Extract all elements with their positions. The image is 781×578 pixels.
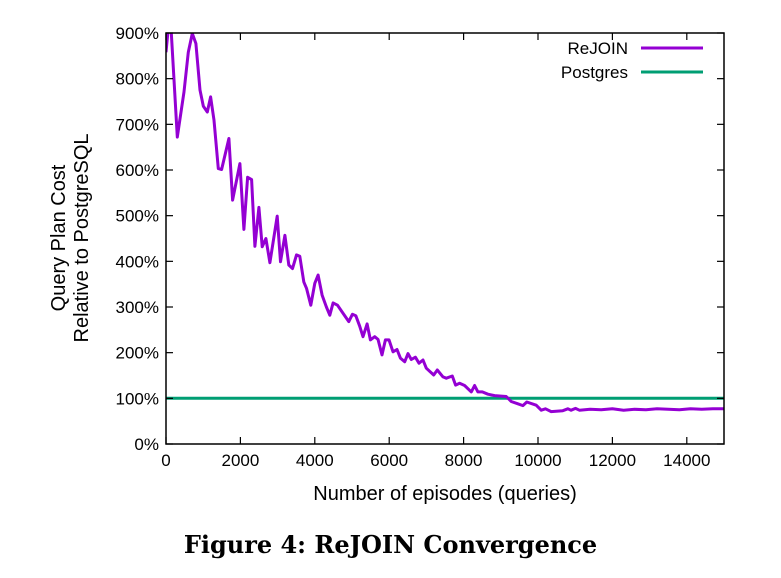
y-axis-label-line1: Query Plan Cost	[48, 164, 70, 311]
legend: ReJOIN Postgres	[561, 39, 703, 82]
x-tick-label: 0	[161, 451, 170, 470]
y-axis-label-line2: Relative to PostgreSQL	[71, 134, 93, 343]
x-tick-label: 14000	[663, 451, 710, 470]
x-tick-label: 6000	[370, 451, 408, 470]
legend-label-rejoin: ReJOIN	[568, 39, 628, 58]
y-tick-label: 600%	[116, 161, 159, 180]
y-tick-label: 800%	[116, 70, 159, 89]
x-tick-label: 12000	[589, 451, 636, 470]
y-tick-label: 200%	[116, 344, 159, 363]
x-tick-label: 2000	[221, 451, 259, 470]
y-tick-label: 500%	[116, 207, 159, 226]
x-tick-label: 8000	[445, 451, 483, 470]
x-axis-label: Number of episodes (queries)	[313, 483, 576, 505]
plot-frame	[165, 32, 725, 445]
y-tick-label: 100%	[116, 389, 159, 408]
y-tick-label: 0%	[134, 435, 159, 454]
figure-caption: Figure 4: ReJOIN Convergence	[183, 530, 598, 559]
legend-label-postgres: Postgres	[561, 63, 628, 82]
y-tick-label: 400%	[116, 252, 159, 271]
x-tick-label: 4000	[296, 451, 334, 470]
series-line-rejoin	[166, 33, 724, 414]
y-tick-label: 900%	[116, 24, 159, 43]
y-tick-label: 300%	[116, 298, 159, 317]
y-tick-label: 700%	[116, 115, 159, 134]
x-tick-label: 10000	[514, 451, 561, 470]
